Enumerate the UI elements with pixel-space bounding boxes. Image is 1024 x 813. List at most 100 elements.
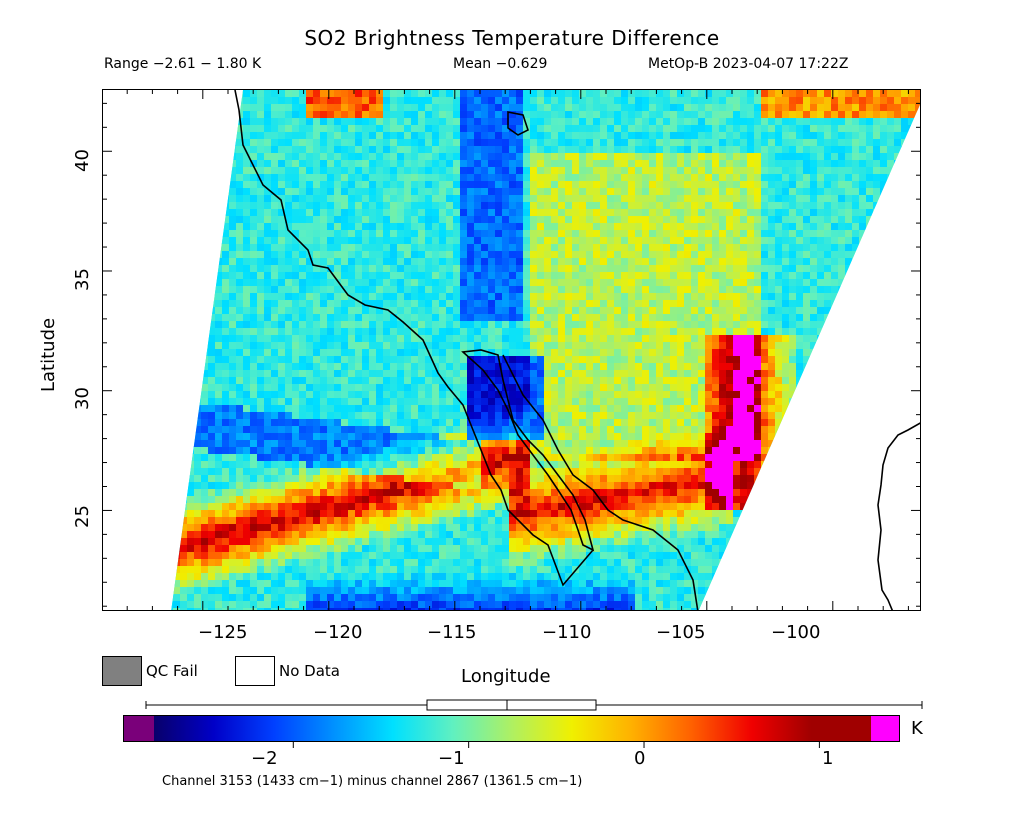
- heatmap-cell: [698, 118, 705, 125]
- map-plot-area: [102, 89, 921, 611]
- heatmap-cell: [614, 202, 621, 209]
- heatmap-cell: [852, 104, 859, 111]
- heatmap-cell: [509, 265, 516, 272]
- heatmap-cell: [292, 111, 299, 118]
- heatmap-cell: [369, 251, 376, 258]
- heatmap-cell: [292, 209, 299, 216]
- heatmap-cell: [229, 230, 236, 237]
- heatmap-cell: [537, 216, 544, 223]
- heatmap-cell: [642, 237, 649, 244]
- heatmap-cell: [649, 153, 656, 160]
- heatmap-cell: [341, 174, 348, 181]
- heatmap-cell: [866, 188, 873, 195]
- heatmap-cell: [649, 216, 656, 223]
- heatmap-cell: [446, 230, 453, 237]
- heatmap-cell: [425, 209, 432, 216]
- heatmap-cell: [607, 188, 614, 195]
- heatmap-cell: [614, 90, 621, 97]
- heatmap-cell: [243, 104, 250, 111]
- heatmap-cell: [362, 160, 369, 167]
- heatmap-cell: [845, 132, 852, 139]
- heatmap-cell: [418, 181, 425, 188]
- heatmap-cell: [782, 153, 789, 160]
- heatmap-cell: [474, 125, 481, 132]
- heatmap-cell: [579, 251, 586, 258]
- heatmap-cell: [775, 160, 782, 167]
- heatmap-cell: [593, 125, 600, 132]
- heatmap-cell: [327, 258, 334, 265]
- heatmap-cell: [621, 209, 628, 216]
- heatmap-cell: [299, 244, 306, 251]
- heatmap-cell: [250, 104, 257, 111]
- heatmap-cell: [838, 251, 845, 258]
- heatmap-cell: [236, 223, 243, 230]
- heatmap-cell: [733, 209, 740, 216]
- heatmap-cell: [733, 230, 740, 237]
- heatmap-cell: [810, 104, 817, 111]
- heatmap-cell: [726, 251, 733, 258]
- heatmap-cell: [775, 216, 782, 223]
- heatmap-cell: [530, 181, 537, 188]
- heatmap-cell: [789, 167, 796, 174]
- heatmap-cell: [698, 167, 705, 174]
- heatmap-cell: [873, 125, 880, 132]
- heatmap-cell: [733, 146, 740, 153]
- heatmap-cell: [474, 195, 481, 202]
- heatmap-cell: [810, 188, 817, 195]
- heatmap-cell: [747, 111, 754, 118]
- heatmap-cell: [467, 265, 474, 272]
- heatmap-cell: [369, 223, 376, 230]
- heatmap-cell: [733, 132, 740, 139]
- heatmap-cell: [425, 223, 432, 230]
- heatmap-cell: [558, 202, 565, 209]
- heatmap-cell: [537, 265, 544, 272]
- heatmap-cell: [516, 160, 523, 167]
- heatmap-cell: [558, 132, 565, 139]
- heatmap-cell: [488, 111, 495, 118]
- heatmap-cell: [698, 244, 705, 251]
- heatmap-cell: [579, 237, 586, 244]
- heatmap-cell: [425, 125, 432, 132]
- heatmap-cell: [747, 181, 754, 188]
- heatmap-cell: [572, 174, 579, 181]
- heatmap-cell: [607, 97, 614, 104]
- heatmap-cell: [810, 90, 817, 97]
- heatmap-cell: [516, 237, 523, 244]
- heatmap-cell: [600, 97, 607, 104]
- heatmap-cell: [355, 265, 362, 272]
- heatmap-cell: [705, 251, 712, 258]
- heatmap-cell: [551, 223, 558, 230]
- heatmap-cell: [404, 244, 411, 251]
- heatmap-cell: [824, 125, 831, 132]
- heatmap-cell: [439, 223, 446, 230]
- heatmap-cell: [600, 174, 607, 181]
- heatmap-cell: [684, 230, 691, 237]
- heatmap-cell: [740, 251, 747, 258]
- heatmap-cell: [278, 139, 285, 146]
- heatmap-cell: [649, 181, 656, 188]
- heatmap-cell: [544, 251, 551, 258]
- heatmap-cell: [502, 97, 509, 104]
- heatmap-cell: [362, 216, 369, 223]
- heatmap-cell: [257, 146, 264, 153]
- heatmap-cell: [488, 258, 495, 265]
- heatmap-cell: [523, 195, 530, 202]
- heatmap-cell: [614, 195, 621, 202]
- heatmap-cell: [481, 153, 488, 160]
- heatmap-cell: [663, 258, 670, 265]
- heatmap-cell: [593, 216, 600, 223]
- heatmap-cell: [572, 223, 579, 230]
- heatmap-cell: [670, 167, 677, 174]
- heatmap-cell: [432, 104, 439, 111]
- heatmap-cell: [299, 258, 306, 265]
- heatmap-cell: [383, 118, 390, 125]
- heatmap-cell: [250, 160, 257, 167]
- heatmap-cell: [439, 174, 446, 181]
- heatmap-cell: [355, 153, 362, 160]
- heatmap-cell: [761, 90, 768, 97]
- heatmap-cell: [250, 188, 257, 195]
- heatmap-cell: [859, 209, 866, 216]
- heatmap-cell: [250, 167, 257, 174]
- heatmap-cell: [523, 125, 530, 132]
- heatmap-cell: [649, 97, 656, 104]
